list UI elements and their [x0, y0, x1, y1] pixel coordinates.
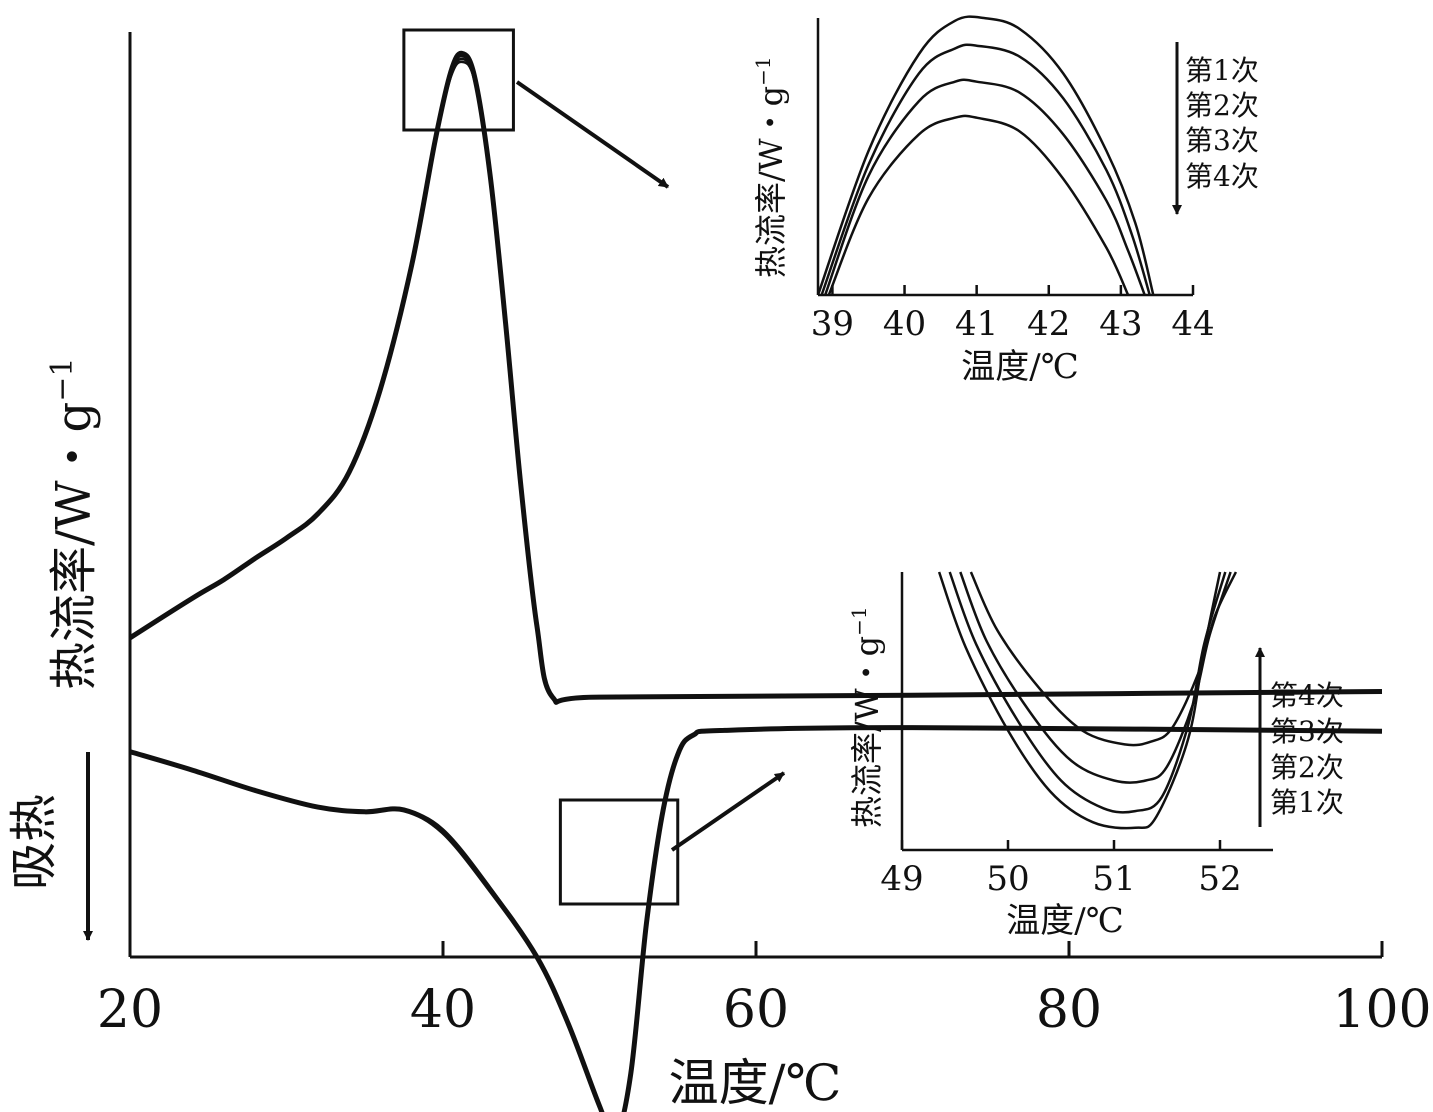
inset2-x-tick-label-0: 49 — [880, 859, 923, 899]
inset1-series-第2次 — [820, 43, 1151, 296]
endothermic-label: 吸热 — [6, 794, 62, 890]
main-curves — [128, 50, 1383, 1112]
inset1-x-tick-label-4: 43 — [1099, 304, 1142, 344]
main-x-label: 温度/℃ — [669, 1054, 842, 1112]
inset2-x-ticks: 49 50 51 52 — [880, 840, 1242, 899]
inset2-legend-item-4: 第1次 — [1270, 786, 1344, 819]
main-x-tick-label-1: 40 — [410, 980, 476, 1040]
inset1-series-第3次 — [824, 78, 1146, 296]
zoom-arrow-top — [515, 80, 670, 189]
inset1-x-tick-label-2: 41 — [955, 304, 998, 344]
inset2-x-tick-label-2: 51 — [1092, 859, 1135, 899]
main-chart: 20 40 60 80 100 温度/℃ 热流率/W・g−1 吸热 — [6, 28, 1432, 1112]
inset1-legend-item-2: 第2次 — [1185, 89, 1259, 122]
main-series-2-run-4 — [129, 726, 1383, 1112]
main-x-tick-label-4: 100 — [1332, 980, 1431, 1040]
main-x-tick-label-2: 60 — [723, 980, 789, 1040]
inset2-curves — [937, 571, 1238, 830]
inset1-legend-item-4: 第4次 — [1185, 160, 1259, 193]
inset1-x-label: 温度/℃ — [961, 347, 1079, 387]
inset1-x-tick-label-1: 40 — [883, 304, 926, 344]
inset1-series-第1次 — [816, 15, 1155, 296]
main-x-tick-label-0: 20 — [97, 980, 163, 1040]
inset1-legend-item-1: 第1次 — [1185, 54, 1259, 87]
inset1-x-tick-label-3: 42 — [1027, 304, 1070, 344]
inset2-legend-item-1: 第4次 — [1270, 679, 1344, 712]
zoom-box-1 — [402, 28, 515, 132]
main-series-1-run-4 — [129, 60, 1383, 704]
inset1-y-label: 热流率/W・g−1 — [751, 56, 790, 278]
inset1-x-ticks: 39 40 41 42 43 44 — [811, 285, 1215, 344]
inset2-series-第1次 — [937, 571, 1222, 830]
inset1-legend-item-3: 第3次 — [1185, 124, 1259, 157]
inset2-x-tick-label-3: 52 — [1198, 859, 1241, 899]
inset2-legend-item-3: 第2次 — [1270, 751, 1344, 784]
main-x-tick-label-3: 80 — [1036, 980, 1102, 1040]
inset-chart-cooling: 49 50 51 52 温度/℃ 热流率/W・g−1 第4次 第3次 第2次 第1次 — [847, 571, 1344, 941]
inset2-series-第3次 — [959, 571, 1232, 784]
inset2-legend-item-2: 第3次 — [1270, 715, 1344, 748]
zoom-arrow-bottom — [670, 771, 786, 852]
zoom-box-2 — [558, 798, 680, 906]
inset2-y-label: 热流率/W・g−1 — [847, 606, 886, 828]
inset2-series-第4次 — [969, 571, 1238, 747]
inset1-curves — [816, 15, 1155, 296]
inset1-x-tick-label-5: 44 — [1171, 304, 1214, 344]
main-y-label: 热流率/W・g−1 — [45, 358, 102, 690]
main-x-ticks: 20 40 60 80 100 — [97, 941, 1432, 1040]
zoom-boxes — [402, 28, 680, 906]
inset-chart-heating: 39 40 41 42 43 44 温度/℃ 热流率/W・g−1 第1次 第2次 第3次 … — [751, 15, 1259, 387]
inset1-x-tick-label-0: 39 — [811, 304, 854, 344]
inset2-x-label: 温度/℃ — [1006, 901, 1124, 941]
inset2-x-tick-label-1: 50 — [986, 859, 1029, 899]
inset1-series-第4次 — [827, 114, 1130, 296]
